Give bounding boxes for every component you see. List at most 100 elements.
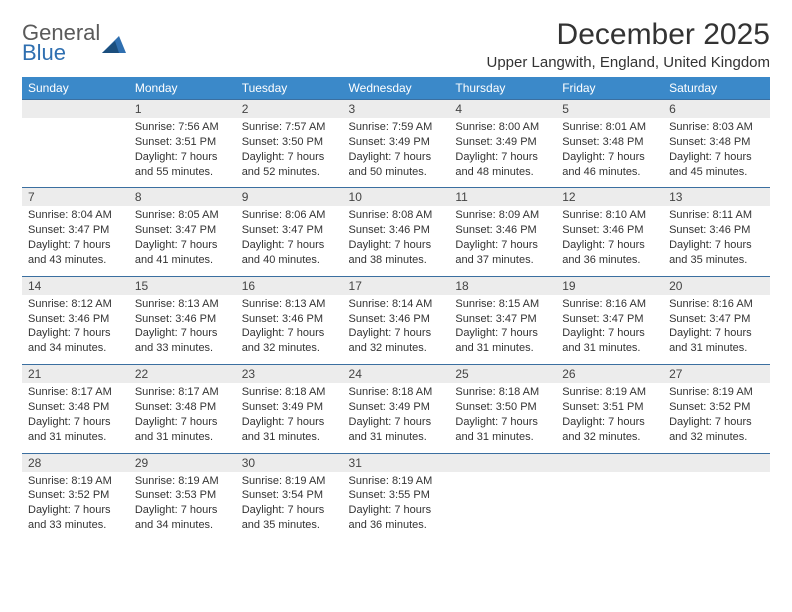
day-header: Sunday [22,77,129,100]
daylight-text: and 32 minutes. [562,430,657,445]
day-number: 28 [22,453,129,472]
sunrise-text: Sunrise: 8:19 AM [28,474,123,489]
daylight-text: and 31 minutes. [242,430,337,445]
sunrise-text: Sunrise: 8:18 AM [242,385,337,400]
daylight-text: and 31 minutes. [562,341,657,356]
daylight-text: and 46 minutes. [562,165,657,180]
daylight-text: and 41 minutes. [135,253,230,268]
day-number: 5 [556,100,663,119]
sunrise-text: Sunrise: 8:19 AM [242,474,337,489]
day-cell: Sunrise: 8:19 AMSunset: 3:55 PMDaylight:… [343,472,450,541]
sunrise-text: Sunrise: 8:16 AM [669,297,764,312]
location: Upper Langwith, England, United Kingdom [486,54,770,71]
daylight-text: and 31 minutes. [28,430,123,445]
day-cell: Sunrise: 8:05 AMSunset: 3:47 PMDaylight:… [129,206,236,276]
daylight-text: and 43 minutes. [28,253,123,268]
daylight-text: and 31 minutes. [349,430,444,445]
daylight-text: and 34 minutes. [135,518,230,533]
day-cell: Sunrise: 8:01 AMSunset: 3:48 PMDaylight:… [556,118,663,188]
sunrise-text: Sunrise: 8:19 AM [562,385,657,400]
daylight-text: Daylight: 7 hours [349,326,444,341]
sunset-text: Sunset: 3:47 PM [28,223,123,238]
daylight-text: and 50 minutes. [349,165,444,180]
logo: General Blue [22,18,126,64]
sunset-text: Sunset: 3:49 PM [349,400,444,415]
day-header: Tuesday [236,77,343,100]
daylight-text: and 32 minutes. [669,430,764,445]
day-number [22,100,129,119]
sunset-text: Sunset: 3:48 PM [28,400,123,415]
day-cell [663,472,770,541]
day-number [663,453,770,472]
month-title: December 2025 [486,18,770,52]
sunrise-text: Sunrise: 8:09 AM [455,208,550,223]
day-number [449,453,556,472]
day-cell [449,472,556,541]
sunrise-text: Sunrise: 8:08 AM [349,208,444,223]
day-cell: Sunrise: 8:18 AMSunset: 3:50 PMDaylight:… [449,383,556,453]
day-cell: Sunrise: 8:16 AMSunset: 3:47 PMDaylight:… [556,295,663,365]
day-number: 7 [22,188,129,207]
sunrise-text: Sunrise: 8:00 AM [455,120,550,135]
sunset-text: Sunset: 3:46 PM [242,312,337,327]
sunrise-text: Sunrise: 8:12 AM [28,297,123,312]
sunrise-text: Sunrise: 8:13 AM [242,297,337,312]
day-number: 12 [556,188,663,207]
daylight-text: Daylight: 7 hours [669,326,764,341]
day-cell: Sunrise: 8:17 AMSunset: 3:48 PMDaylight:… [129,383,236,453]
daylight-text: and 31 minutes. [455,430,550,445]
sunset-text: Sunset: 3:46 PM [349,312,444,327]
sunrise-text: Sunrise: 8:18 AM [455,385,550,400]
sunset-text: Sunset: 3:47 PM [669,312,764,327]
daylight-text: and 37 minutes. [455,253,550,268]
day-number: 24 [343,365,450,384]
day-cell: Sunrise: 7:56 AMSunset: 3:51 PMDaylight:… [129,118,236,188]
daylight-text: Daylight: 7 hours [455,326,550,341]
day-cell: Sunrise: 8:12 AMSunset: 3:46 PMDaylight:… [22,295,129,365]
day-header: Friday [556,77,663,100]
daylight-text: Daylight: 7 hours [669,238,764,253]
daylight-text: Daylight: 7 hours [135,238,230,253]
day-number: 16 [236,276,343,295]
daylight-text: Daylight: 7 hours [669,150,764,165]
day-number: 25 [449,365,556,384]
daylight-text: and 32 minutes. [349,341,444,356]
day-cell: Sunrise: 8:06 AMSunset: 3:47 PMDaylight:… [236,206,343,276]
daylight-text: and 52 minutes. [242,165,337,180]
daylight-text: Daylight: 7 hours [242,150,337,165]
calendar-table: SundayMondayTuesdayWednesdayThursdayFrid… [22,77,770,541]
daylight-text: Daylight: 7 hours [349,503,444,518]
daylight-text: Daylight: 7 hours [28,326,123,341]
day-cell: Sunrise: 8:08 AMSunset: 3:46 PMDaylight:… [343,206,450,276]
sunset-text: Sunset: 3:54 PM [242,488,337,503]
daylight-text: Daylight: 7 hours [562,415,657,430]
daylight-text: Daylight: 7 hours [242,415,337,430]
daylight-text: Daylight: 7 hours [28,415,123,430]
day-number: 6 [663,100,770,119]
daylight-text: and 55 minutes. [135,165,230,180]
sunset-text: Sunset: 3:48 PM [135,400,230,415]
daylight-text: Daylight: 7 hours [455,415,550,430]
day-number: 22 [129,365,236,384]
day-cell: Sunrise: 8:18 AMSunset: 3:49 PMDaylight:… [343,383,450,453]
sunrise-text: Sunrise: 8:03 AM [669,120,764,135]
logo-word2: Blue [22,42,100,64]
logo-triangle-icon [102,33,126,53]
daylight-text: Daylight: 7 hours [349,150,444,165]
sunset-text: Sunset: 3:48 PM [669,135,764,150]
day-cell: Sunrise: 8:17 AMSunset: 3:48 PMDaylight:… [22,383,129,453]
daylight-text: Daylight: 7 hours [669,415,764,430]
sunrise-text: Sunrise: 7:59 AM [349,120,444,135]
sunset-text: Sunset: 3:46 PM [349,223,444,238]
day-number: 8 [129,188,236,207]
sunset-text: Sunset: 3:49 PM [349,135,444,150]
daylight-text: and 35 minutes. [669,253,764,268]
daylight-text: and 31 minutes. [455,341,550,356]
daylight-text: and 32 minutes. [242,341,337,356]
daylight-text: and 36 minutes. [562,253,657,268]
day-number: 3 [343,100,450,119]
daylight-text: Daylight: 7 hours [562,150,657,165]
day-header: Wednesday [343,77,450,100]
day-cell: Sunrise: 8:19 AMSunset: 3:51 PMDaylight:… [556,383,663,453]
day-number: 10 [343,188,450,207]
